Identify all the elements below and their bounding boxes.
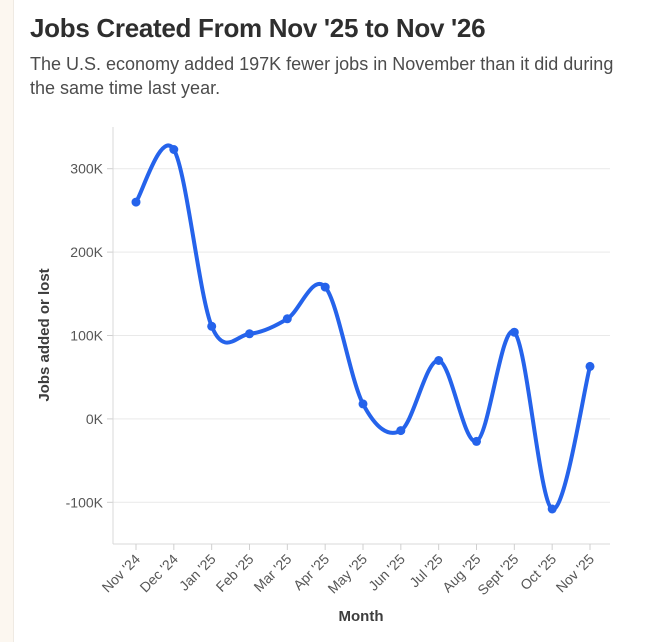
x-tick-label: Oct '25 bbox=[517, 551, 560, 594]
x-tick-label: Nov '24 bbox=[99, 551, 144, 596]
y-tick-labels-group: 300K 200K 100K 0K -100K bbox=[66, 161, 104, 511]
page-edge-strip bbox=[0, 0, 14, 642]
data-point bbox=[509, 327, 519, 337]
chart-header: Jobs Created From Nov '25 to Nov '26 The… bbox=[30, 13, 640, 101]
x-tick-label: Mar '25 bbox=[250, 551, 294, 595]
data-point bbox=[547, 504, 557, 514]
y-tick-label: 200K bbox=[70, 244, 103, 260]
y-tick-label: 0K bbox=[86, 411, 104, 427]
x-tick-label: Jan '25 bbox=[176, 551, 219, 594]
x-tick-label: Feb '25 bbox=[213, 551, 257, 595]
data-point bbox=[434, 356, 444, 365]
data-point bbox=[169, 145, 179, 154]
x-axis-title: Month bbox=[339, 608, 384, 625]
data-point bbox=[472, 436, 481, 446]
x-tick-label: Dec '24 bbox=[136, 551, 181, 596]
data-point bbox=[207, 321, 217, 331]
y-axis-title: Jobs added or lost bbox=[36, 268, 53, 401]
x-tick-label: Jun '25 bbox=[365, 551, 408, 594]
gridlines-group bbox=[113, 168, 610, 503]
series-line bbox=[134, 143, 592, 512]
data-point bbox=[396, 426, 406, 436]
x-tick-label: Sept '25 bbox=[474, 551, 521, 598]
x-tick-label: May '25 bbox=[324, 551, 370, 597]
y-tick-label: -100K bbox=[66, 494, 104, 510]
data-point bbox=[358, 399, 368, 409]
chart-subtitle: The U.S. economy added 197K fewer jobs i… bbox=[30, 53, 614, 98]
data-point bbox=[585, 361, 595, 371]
data-point bbox=[282, 314, 292, 324]
axes-group bbox=[107, 127, 610, 550]
y-tick-label: 300K bbox=[70, 161, 103, 177]
series-group bbox=[131, 143, 595, 514]
data-point bbox=[131, 197, 141, 207]
x-tick-label: Nov '25 bbox=[553, 551, 598, 596]
chart-title: Jobs Created From Nov '25 to Nov '26 bbox=[30, 13, 486, 43]
data-point bbox=[245, 329, 254, 339]
data-point bbox=[320, 282, 330, 292]
y-tick-label: 100K bbox=[70, 328, 103, 344]
